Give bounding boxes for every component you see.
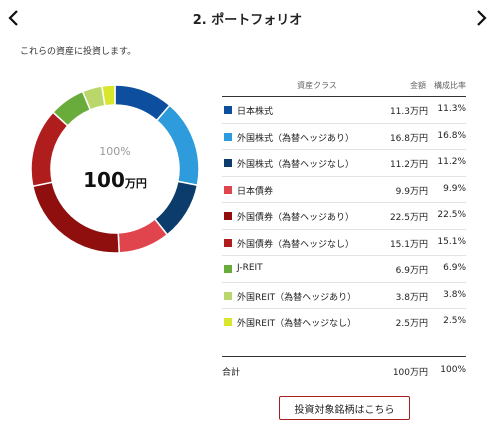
asset-class-name: 外国REIT（為替ヘッジあり） <box>237 292 357 303</box>
allocation-table: 資産クラス 金額 構成比率 日本株式 11.3万円 11.3% 外国株式（為替ヘッジあ… <box>222 76 466 335</box>
asset-ratio: 11.2% <box>437 157 466 167</box>
view-funds-button[interactable]: 投資対象銘柄はこちら <box>279 396 410 420</box>
table-row: 外国株式（為替ヘッジあり） 16.8万円 16.8% <box>222 124 466 150</box>
header-amount: 金額 <box>410 81 426 90</box>
donut-slice-8 <box>101 84 116 107</box>
donut-center-amount: 100万円 <box>30 168 200 192</box>
table-row: 外国債券（為替ヘッジあり） 22.5万円 22.5% <box>222 203 466 230</box>
total-ratio: 100% <box>440 365 466 375</box>
table-header: 資産クラス 金額 構成比率 <box>222 76 466 97</box>
asset-ratio: 9.9% <box>443 183 466 194</box>
total-label: 合計 <box>222 368 241 378</box>
table-row: 外国債券（為替ヘッジなし） 15.1万円 15.1% <box>222 230 466 256</box>
color-swatch <box>224 132 232 141</box>
table-row: 外国株式（為替ヘッジなし） 11.2万円 11.2% <box>222 150 466 177</box>
color-swatch <box>224 212 232 220</box>
asset-class-name: 外国株式（為替ヘッジあり） <box>237 133 355 144</box>
color-swatch <box>224 238 232 247</box>
color-swatch <box>224 106 232 114</box>
total-amount: 100万円 <box>392 368 428 378</box>
asset-ratio: 15.1% <box>437 236 466 247</box>
asset-ratio: 3.8% <box>443 289 466 300</box>
asset-ratio: 6.9% <box>443 263 466 273</box>
asset-class-name: 外国株式（為替ヘッジなし） <box>237 160 355 170</box>
color-swatch <box>224 318 232 326</box>
total-row: 合計 100万円 100% <box>222 356 466 383</box>
donut-center-percent: 100% <box>99 145 131 158</box>
asset-class-name: 日本債券 <box>237 186 274 197</box>
table-row: J-REIT 6.9万円 6.9% <box>222 256 466 283</box>
color-swatch <box>224 265 232 273</box>
chevron-right-icon[interactable] <box>471 6 491 30</box>
asset-class-name: 日本株式 <box>237 107 274 117</box>
donut-center-amount-value: 100 <box>83 168 125 192</box>
asset-class-name: J-REIT <box>237 263 263 273</box>
asset-amount: 9.9万円 <box>395 186 428 197</box>
asset-amount: 16.8万円 <box>389 133 428 144</box>
subtitle: これらの資産に投資します。 <box>20 47 137 57</box>
asset-class-name: 外国債券（為替ヘッジなし） <box>237 239 355 250</box>
donut-center-amount-unit: 万円 <box>124 177 147 190</box>
table-body: 日本株式 11.3万円 11.3% 外国株式（為替ヘッジあり） 16.8万円 16.8% 外… <box>222 97 466 335</box>
asset-class-name: 外国債券（為替ヘッジあり） <box>237 213 355 223</box>
color-swatch <box>224 159 232 167</box>
asset-ratio: 22.5% <box>437 210 466 220</box>
asset-amount: 11.3万円 <box>389 107 428 117</box>
asset-ratio: 16.8% <box>437 130 466 141</box>
chevron-left-icon[interactable] <box>4 6 24 30</box>
table-row: 日本債券 9.9万円 9.9% <box>222 177 466 203</box>
table-row: 外国REIT（為替ヘッジあり） 3.8万円 3.8% <box>222 283 466 309</box>
asset-amount: 3.8万円 <box>395 292 428 303</box>
color-swatch <box>224 291 232 300</box>
table-row: 外国REIT（為替ヘッジなし） 2.5万円 2.5% <box>222 309 466 335</box>
asset-amount: 11.2万円 <box>389 160 428 170</box>
table-row: 日本株式 11.3万円 11.3% <box>222 97 466 124</box>
donut-slice-4 <box>31 181 121 254</box>
header: 2. ポートフォリオ <box>0 0 495 36</box>
asset-amount: 6.9万円 <box>395 266 428 276</box>
asset-amount: 2.5万円 <box>395 319 428 329</box>
header-ratio: 構成比率 <box>434 81 466 90</box>
asset-class-name: 外国REIT（為替ヘッジなし） <box>237 319 357 329</box>
page-title: 2. ポートフォリオ <box>192 13 303 28</box>
asset-ratio: 11.3% <box>437 104 466 114</box>
asset-amount: 22.5万円 <box>389 213 428 223</box>
asset-ratio: 2.5% <box>443 316 466 326</box>
header-asset-class: 資産クラス <box>297 81 337 90</box>
portfolio-donut-chart <box>30 84 200 254</box>
asset-amount: 15.1万円 <box>389 239 428 250</box>
color-swatch <box>224 185 232 194</box>
